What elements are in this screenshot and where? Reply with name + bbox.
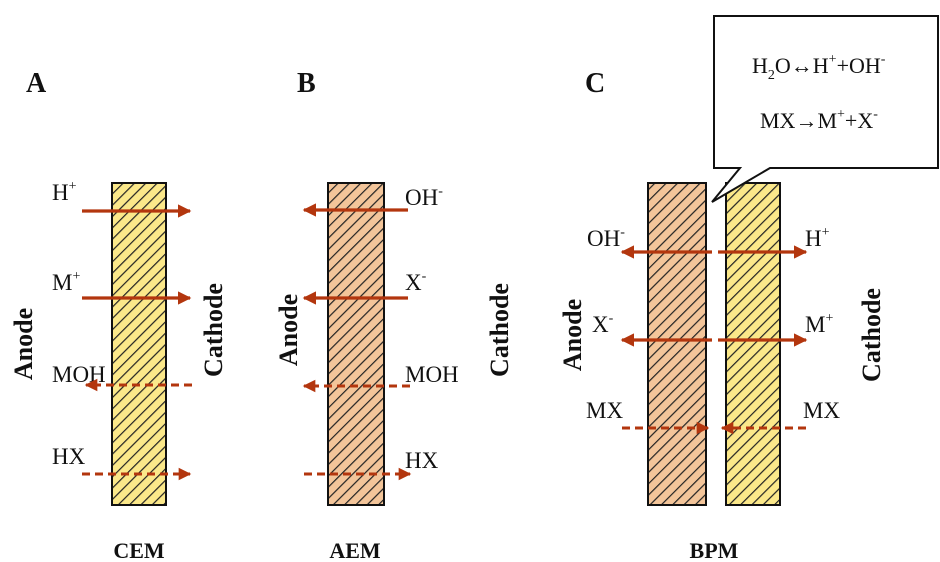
ion-label-x-minus-b: X- bbox=[405, 269, 427, 295]
panel-a-letter: A bbox=[26, 68, 47, 99]
anode-label-a: Anode bbox=[9, 308, 38, 380]
anode-label-c: Anode bbox=[558, 299, 587, 371]
ion-label-h-plus-c: H+ bbox=[805, 225, 830, 251]
bpm-anion-layer bbox=[647, 182, 707, 506]
panel-a: A Anode Cathode H+ M+ MOH HX CEM bbox=[9, 68, 228, 562]
membrane-label-cem: CEM bbox=[113, 538, 165, 562]
ion-label-oh-minus-c: OH- bbox=[587, 225, 625, 251]
cathode-label-b: Cathode bbox=[485, 283, 514, 377]
callout-equation-salt: MX→M++X- bbox=[760, 107, 878, 133]
ion-label-m-plus-a: M+ bbox=[52, 269, 80, 295]
ion-label-mx-right-c: MX bbox=[803, 398, 840, 423]
ion-label-m-plus-c: M+ bbox=[805, 311, 833, 337]
membrane-label-bpm: BPM bbox=[690, 538, 739, 562]
aem-membrane bbox=[327, 182, 385, 506]
ion-label-oh-minus-b: OH- bbox=[405, 184, 443, 210]
ion-label-moh-a: MOH bbox=[52, 362, 106, 387]
cathode-label-a: Cathode bbox=[199, 283, 228, 377]
bpm-cation-layer bbox=[725, 182, 781, 506]
panel-c: C Anode Cathode H2O↔H++OH- MX→M++X- OH- … bbox=[558, 15, 939, 562]
panel-b: B Anode Cathode OH- X- MOH HX AEM bbox=[274, 68, 514, 562]
cathode-label-c: Cathode bbox=[857, 288, 886, 382]
anode-label-b: Anode bbox=[274, 294, 303, 366]
panel-c-letter: C bbox=[585, 68, 605, 99]
ion-label-mx-left-c: MX bbox=[586, 398, 623, 423]
ion-label-hx-b: HX bbox=[405, 448, 439, 473]
ion-label-moh-b: MOH bbox=[405, 362, 459, 387]
ion-label-hx-a: HX bbox=[52, 444, 86, 469]
ion-label-x-minus-c: X- bbox=[592, 311, 614, 337]
callout-equation-water: H2O↔H++OH- bbox=[752, 52, 886, 83]
membrane-label-aem: AEM bbox=[329, 538, 381, 562]
cem-membrane bbox=[111, 182, 167, 506]
panel-b-letter: B bbox=[297, 68, 316, 99]
reaction-callout bbox=[711, 15, 939, 203]
ion-label-h-plus-a: H+ bbox=[52, 179, 77, 205]
